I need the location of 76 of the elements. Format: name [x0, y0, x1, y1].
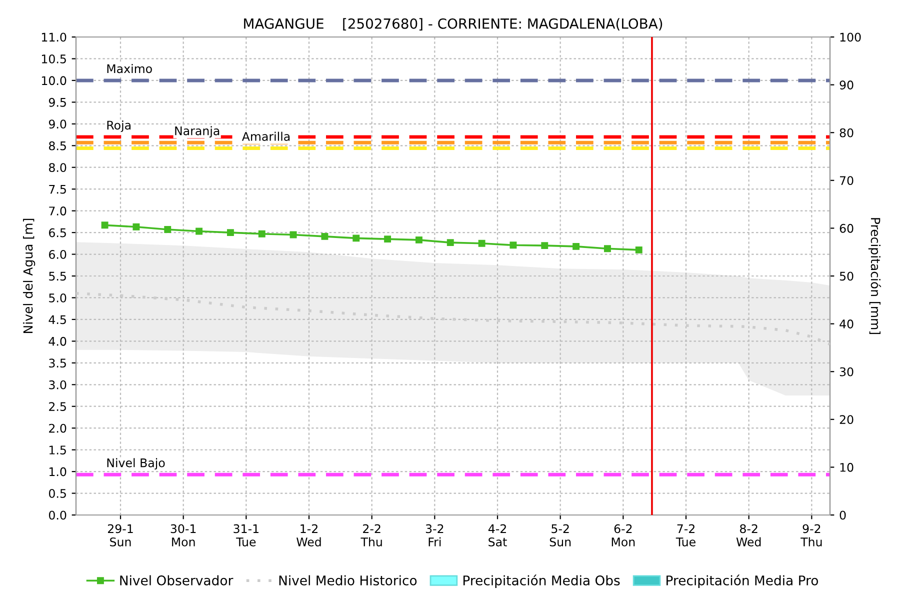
- y-tick-label: 8.0: [49, 163, 66, 172]
- point: [572, 242, 580, 250]
- x-tick-label: 5-2 Sun: [550, 524, 571, 546]
- y2-tick-label: 60: [840, 224, 854, 233]
- y2-tick-label: 10: [840, 462, 854, 472]
- ref-line-label: Nivel Bajo: [107, 458, 165, 470]
- x-tick-label: 6-2 Mon: [612, 524, 635, 546]
- y-tick-label: 9.5: [48, 98, 66, 107]
- y-tick-label: 5.5: [49, 272, 66, 281]
- point: [384, 236, 392, 243]
- point: [446, 239, 454, 246]
- y-tick-label: 3.0: [49, 380, 66, 390]
- y-tick-label: 1.5: [49, 446, 66, 454]
- x-tick-label: 2-2 Thu: [360, 524, 382, 546]
- y-tick-label: 1.0: [49, 467, 66, 476]
- y-tick-label: 10.0: [42, 76, 66, 86]
- y-tick-label: 10.5: [42, 54, 66, 64]
- point: [541, 242, 548, 250]
- y2-tick-label: 80: [840, 128, 854, 138]
- y-axis-title: Nivel del Agua [m]: [23, 218, 36, 333]
- ref-line-label: Amarilla: [242, 132, 290, 141]
- legend-label: Nivel Observador: [120, 575, 234, 586]
- x-tick-label: 1-2 Wed: [296, 524, 321, 546]
- ref-line-label: Naranja: [175, 126, 220, 138]
- y2-tick-label: 0: [840, 510, 846, 520]
- y-tick-label: 7.5: [49, 184, 66, 194]
- y-tick-label: 0.0: [48, 510, 66, 520]
- y-tick-label: 2.5: [49, 402, 66, 412]
- y2-tick-label: 30: [840, 367, 854, 376]
- point: [132, 223, 140, 230]
- y-tick-label: 7.0: [49, 206, 66, 216]
- y-tick-label: 4.5: [48, 315, 66, 324]
- y2-tick-label: 100: [840, 32, 861, 42]
- y2-axis-title: Precipitación [mm]: [868, 218, 882, 334]
- point: [101, 222, 108, 229]
- point: [290, 231, 297, 238]
- y-tick-label: 11.0: [42, 32, 66, 42]
- y-tick-label: 0.5: [48, 488, 66, 498]
- point: [510, 242, 517, 249]
- point: [635, 246, 642, 254]
- y-tick-label: 6.0: [49, 250, 66, 259]
- y-tick-label: 5.0: [49, 293, 66, 302]
- ref-line-label: Maximo: [107, 64, 152, 74]
- y2-tick-label: 40: [840, 320, 854, 328]
- legend-label: Nivel Medio Historico: [279, 575, 417, 586]
- ref-line-label: Roja: [107, 120, 130, 132]
- y-tick-label: 4.0: [48, 336, 66, 346]
- point: [415, 236, 422, 244]
- point: [321, 232, 328, 240]
- point: [604, 245, 611, 252]
- x-tick-label: 4-2 Sat: [488, 524, 507, 546]
- x-tick-label: 7-2 Tue: [676, 524, 696, 546]
- y2-tick-label: 20: [840, 415, 854, 424]
- y-tick-label: 3.5: [49, 358, 66, 368]
- point: [164, 226, 172, 233]
- y2-tick-label: 90: [840, 80, 854, 90]
- x-tick-label: 8-2 Wed: [736, 524, 761, 546]
- x-tick-label: 30-1 Mon: [170, 524, 196, 546]
- point: [196, 228, 203, 235]
- x-tick-label: 3-2 Fri: [426, 524, 444, 546]
- y2-tick-label: 70: [840, 176, 854, 186]
- y-tick-label: 6.5: [49, 228, 66, 238]
- legend-label: Precipitación Media Obs: [463, 574, 620, 588]
- y-tick-label: 8.5: [49, 141, 66, 150]
- legend-label: Precipitación Media Pro: [666, 574, 818, 588]
- y-tick-label: 2.0: [49, 424, 66, 433]
- point: [258, 230, 266, 238]
- y-tick-label: 9.0: [48, 120, 66, 129]
- x-tick-label: 9-2 Thu: [800, 524, 822, 546]
- chart-title: MAGANGUE [25027680] - CORRIENTE: MAGDALENA(LOBA): [244, 18, 662, 30]
- point: [478, 240, 486, 247]
- point: [226, 229, 234, 236]
- x-tick-label: 31-1 Tue: [234, 524, 258, 546]
- x-tick-label: 29-1 Sun: [108, 524, 133, 546]
- point: [352, 234, 360, 242]
- y2-tick-label: 50: [840, 272, 854, 281]
